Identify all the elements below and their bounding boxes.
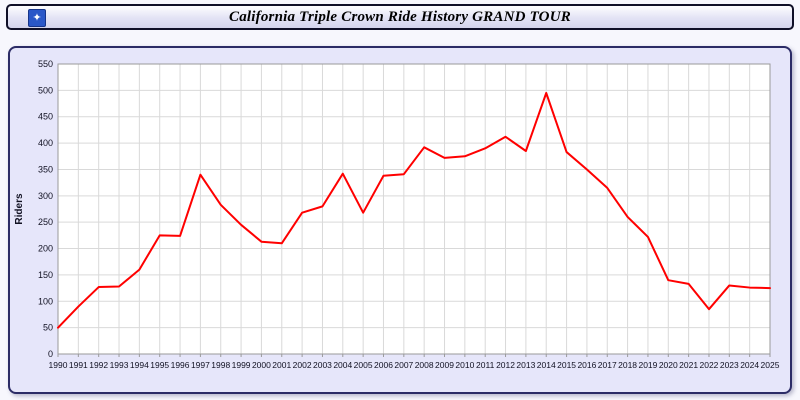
svg-text:100: 100 <box>38 296 53 306</box>
plot-border <box>57 63 771 355</box>
plot-area <box>58 64 770 354</box>
svg-text:2003: 2003 <box>313 360 332 370</box>
svg-text:450: 450 <box>38 112 53 122</box>
svg-text:2002: 2002 <box>293 360 312 370</box>
svg-text:250: 250 <box>38 217 53 227</box>
svg-text:2015: 2015 <box>557 360 576 370</box>
svg-text:300: 300 <box>38 191 53 201</box>
svg-text:550: 550 <box>38 59 53 69</box>
svg-text:2006: 2006 <box>374 360 393 370</box>
svg-text:2013: 2013 <box>516 360 535 370</box>
svg-text:2017: 2017 <box>598 360 617 370</box>
y-axis-labels: 0 50 100 150 200 250 300 350 400 450 500 550 <box>38 59 53 359</box>
riders-data-line <box>57 92 771 329</box>
chart-panel: 0 50 100 150 200 250 300 350 400 450 500 550 1990 199… <box>8 46 792 394</box>
svg-text:2008: 2008 <box>415 360 434 370</box>
svg-text:1997: 1997 <box>191 360 210 370</box>
svg-text:2001: 2001 <box>272 360 291 370</box>
page-title: California Triple Crown Ride History GRA… <box>229 8 571 25</box>
svg-text:1990: 1990 <box>49 360 68 370</box>
svg-text:1992: 1992 <box>89 360 108 370</box>
svg-text:2025: 2025 <box>761 360 780 370</box>
svg-text:200: 200 <box>38 244 53 254</box>
svg-text:1994: 1994 <box>130 360 149 370</box>
svg-text:1996: 1996 <box>171 360 190 370</box>
svg-text:2018: 2018 <box>618 360 637 370</box>
svg-text:2024: 2024 <box>740 360 759 370</box>
svg-text:1998: 1998 <box>211 360 230 370</box>
svg-text:2016: 2016 <box>577 360 596 370</box>
svg-text:2019: 2019 <box>638 360 657 370</box>
svg-text:400: 400 <box>38 138 53 148</box>
svg-text:2005: 2005 <box>354 360 373 370</box>
svg-text:2023: 2023 <box>720 360 739 370</box>
svg-text:1999: 1999 <box>232 360 251 370</box>
svg-text:0: 0 <box>48 349 53 359</box>
svg-text:1995: 1995 <box>150 360 169 370</box>
svg-text:2014: 2014 <box>537 360 556 370</box>
svg-text:150: 150 <box>38 270 53 280</box>
y-axis-title: Riders <box>14 193 25 225</box>
x-axis-labels: 1990 1991 1992 1993 1994 1995 1996 1997 1998 1999… <box>49 354 780 370</box>
svg-text:1991: 1991 <box>69 360 88 370</box>
svg-text:2007: 2007 <box>394 360 413 370</box>
svg-text:50: 50 <box>43 323 53 333</box>
site-logo-icon: ✦ <box>28 9 46 27</box>
title-bar: ✦ California Triple Crown Ride History G… <box>6 4 794 30</box>
svg-text:1993: 1993 <box>110 360 129 370</box>
svg-text:2021: 2021 <box>679 360 698 370</box>
svg-text:2009: 2009 <box>435 360 454 370</box>
svg-text:2000: 2000 <box>252 360 271 370</box>
svg-text:350: 350 <box>38 164 53 174</box>
gridlines <box>58 63 771 354</box>
svg-text:2020: 2020 <box>659 360 678 370</box>
svg-text:2012: 2012 <box>496 360 515 370</box>
svg-text:2022: 2022 <box>700 360 719 370</box>
svg-text:2010: 2010 <box>455 360 474 370</box>
svg-text:500: 500 <box>38 85 53 95</box>
svg-text:2004: 2004 <box>333 360 352 370</box>
svg-text:2011: 2011 <box>476 360 495 370</box>
